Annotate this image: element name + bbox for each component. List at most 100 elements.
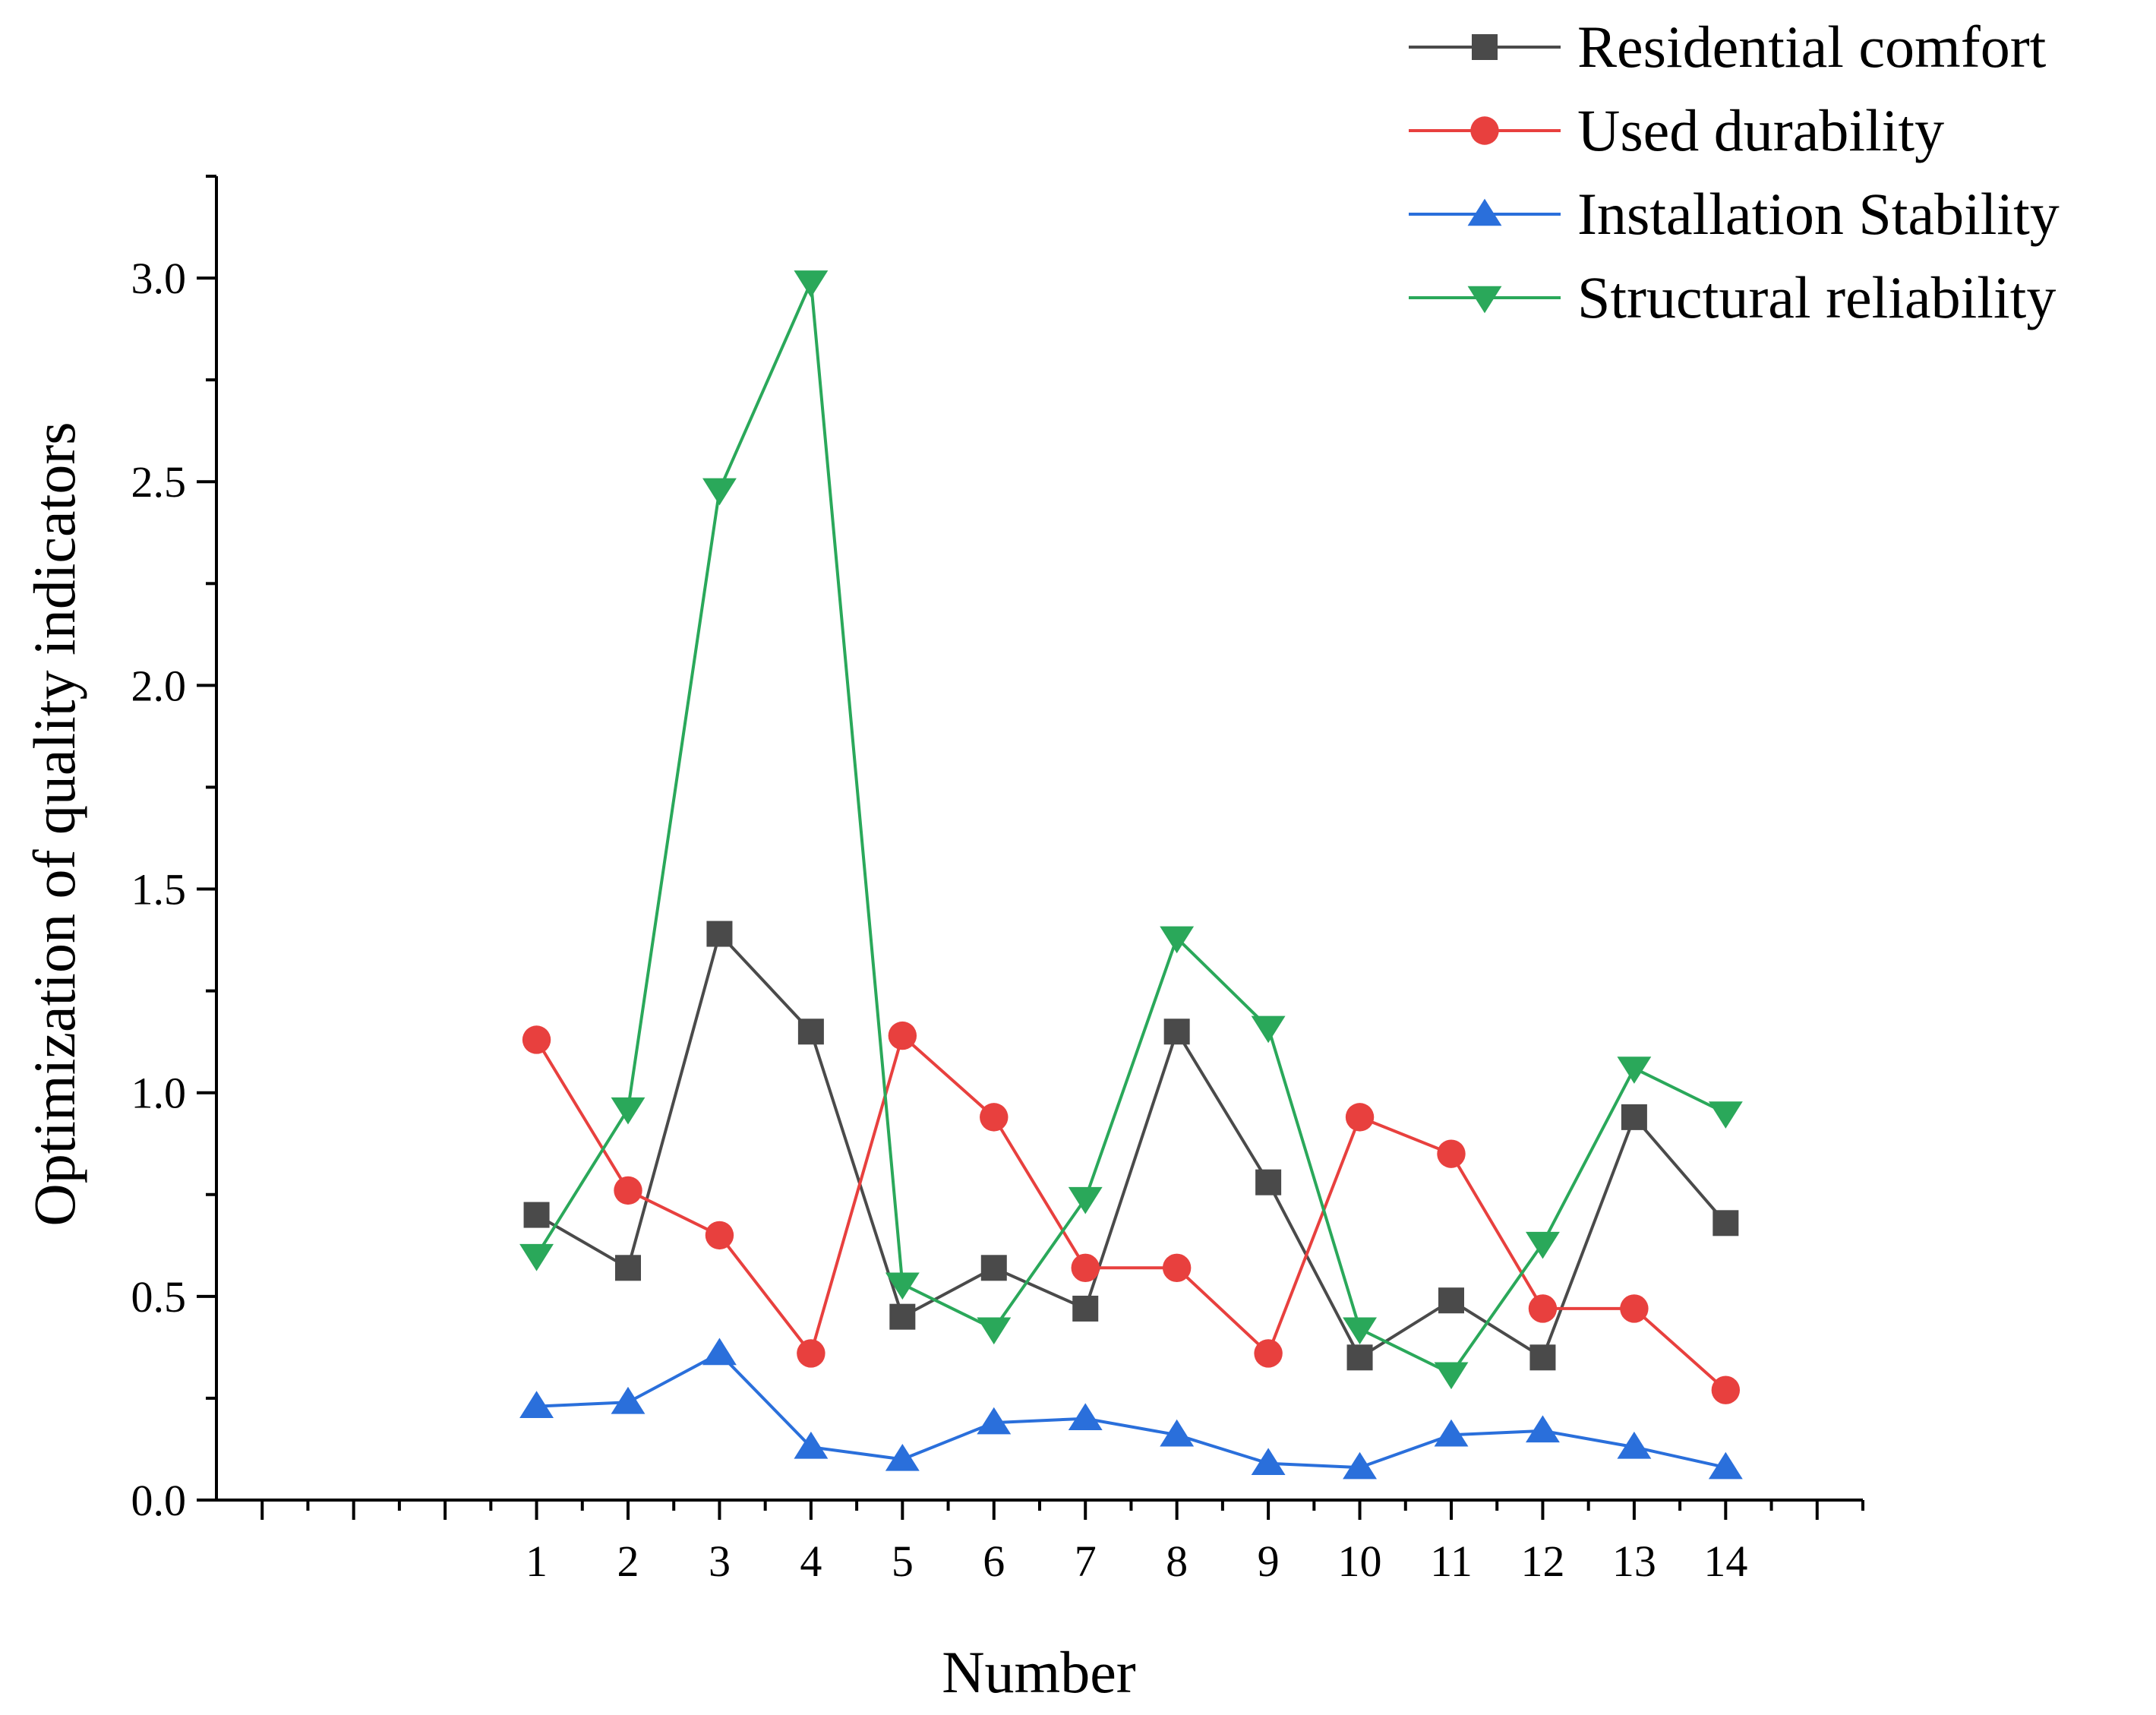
y-tick-label: 0.0 (131, 1476, 187, 1525)
data-point (980, 1255, 1007, 1281)
legend-item: Structural reliability (1409, 264, 2056, 330)
legend: Residential comfort Used durability Instal… (1409, 14, 2060, 330)
data-point (519, 1243, 554, 1271)
data-point (1163, 1019, 1190, 1045)
data-point (1437, 1139, 1466, 1168)
data-point (1712, 1210, 1739, 1237)
data-point (706, 921, 733, 947)
series-line (535, 1034, 1727, 1391)
x-tick-label: 10 (1338, 1537, 1382, 1586)
data-point (977, 1317, 1012, 1345)
data-point (1068, 1403, 1103, 1431)
data-point (885, 1272, 920, 1300)
data-point (1160, 1419, 1195, 1447)
x-tick-label: 8 (1166, 1537, 1188, 1586)
data-point (1708, 1451, 1743, 1480)
x-tick-label: 11 (1430, 1537, 1473, 1586)
data-point (888, 1021, 917, 1050)
legend-marker (1472, 34, 1498, 60)
data-point (1711, 1375, 1741, 1404)
data-point (611, 1097, 646, 1125)
x-tick-label: 14 (1703, 1537, 1747, 1586)
x-tick-label: 5 (892, 1537, 914, 1586)
x-tick-label: 1 (526, 1537, 548, 1586)
y-axis-title: Optimization of quality indicators (21, 422, 87, 1226)
series-3 (519, 270, 1743, 1390)
data-point (1343, 1451, 1377, 1480)
data-point (977, 1407, 1012, 1435)
data-point (889, 1303, 916, 1330)
x-tick-label: 9 (1258, 1537, 1280, 1586)
data-point (611, 1386, 646, 1414)
data-point (1162, 1253, 1192, 1283)
legend-item: Residential comfort (1409, 14, 2047, 80)
legend-label: Structural reliability (1577, 264, 2056, 330)
data-point (797, 1339, 825, 1368)
data-point (1620, 1294, 1649, 1323)
x-tick-label: 13 (1612, 1537, 1656, 1586)
data-point (519, 1391, 554, 1418)
x-tick-label: 6 (983, 1537, 1005, 1586)
axes: 0.00.51.01.52.02.53.01 2 3 4 5 6 7 8 9 10 11 12 13 14 (131, 175, 1864, 1586)
data-point (1345, 1103, 1375, 1132)
y-tick-label: 0.5 (131, 1272, 187, 1322)
y-tick-label: 2.0 (131, 661, 187, 710)
legend-label: Used durability (1577, 97, 1944, 163)
data-point (702, 1338, 737, 1366)
series-line (535, 932, 1727, 1360)
data-point (1255, 1169, 1282, 1195)
x-tick-label: 7 (1075, 1537, 1097, 1586)
x-axis-title: Number (942, 1639, 1136, 1705)
legend-marker (1467, 198, 1502, 226)
data-point (1617, 1431, 1652, 1459)
data-point (1434, 1419, 1469, 1447)
data-point (1346, 1344, 1373, 1371)
data-point (705, 1221, 734, 1250)
x-tick-label: 2 (617, 1537, 639, 1586)
data-point (980, 1103, 1009, 1132)
data-point (1072, 1295, 1099, 1322)
y-tick-label: 1.5 (131, 865, 187, 914)
data-point (1526, 1231, 1560, 1259)
data-point (614, 1176, 642, 1205)
legend-label: Installation Stability (1577, 181, 2060, 247)
data-point (1621, 1104, 1647, 1130)
x-tick-label: 12 (1520, 1537, 1564, 1586)
data-point (1438, 1287, 1464, 1314)
data-point (885, 1443, 920, 1471)
x-tick-label: 3 (709, 1537, 731, 1586)
data-point (1708, 1101, 1743, 1129)
series-line (535, 280, 1727, 1375)
legend-item: Installation Stability (1409, 181, 2060, 247)
legend-item: Used durability (1409, 97, 1944, 163)
legend-label: Residential comfort (1577, 14, 2047, 80)
data-point (615, 1255, 641, 1281)
x-tick-label: 4 (800, 1537, 822, 1586)
series-layer (519, 270, 1743, 1480)
data-point (1343, 1317, 1377, 1345)
data-point (1160, 926, 1195, 954)
data-point (794, 1431, 829, 1459)
data-point (702, 478, 737, 506)
data-point (1529, 1344, 1556, 1371)
data-point (522, 1025, 551, 1054)
y-tick-label: 1.0 (131, 1069, 187, 1118)
y-tick-label: 3.0 (131, 254, 187, 303)
data-point (1528, 1294, 1558, 1323)
data-point (1617, 1056, 1652, 1084)
data-point (1251, 1015, 1286, 1044)
legend-marker (1467, 286, 1502, 314)
legend-marker (1470, 116, 1499, 145)
data-point (794, 270, 829, 298)
data-point (1526, 1415, 1560, 1443)
data-point (1071, 1253, 1100, 1283)
series-0 (523, 921, 1739, 1371)
series-2 (519, 1338, 1743, 1480)
data-point (797, 1019, 824, 1045)
series-line (536, 1351, 1726, 1470)
data-point (1251, 1448, 1286, 1476)
data-point (1068, 1186, 1103, 1214)
data-point (523, 1202, 550, 1228)
series-1 (522, 1021, 1741, 1404)
